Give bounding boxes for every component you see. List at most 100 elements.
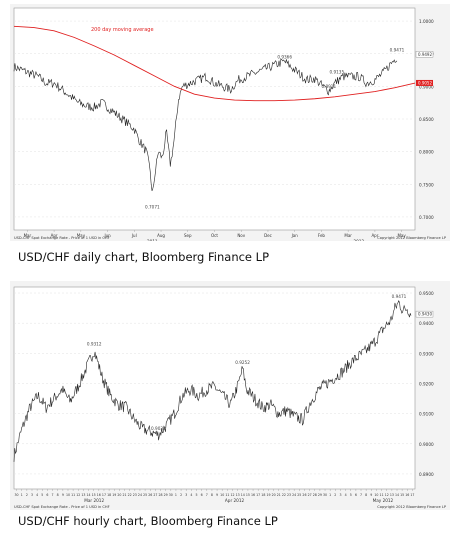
x-tick-label: May <box>397 233 406 238</box>
x-tick-label: 6 <box>46 493 48 497</box>
x-tick-label: 7 <box>360 493 362 497</box>
daily-chart-caption: USD/CHF daily chart, Bloomberg Finance L… <box>18 250 270 264</box>
x-tick-label: 7 <box>52 493 54 497</box>
x-tick-label: 19 <box>112 493 116 497</box>
x-tick-label: 5 <box>195 493 197 497</box>
x-tick-label: 5 <box>350 493 352 497</box>
y-tick-label: 0.8000 <box>419 150 434 155</box>
x-tick-label: 1 <box>175 493 177 497</box>
x-tick-label: 30 <box>323 493 327 497</box>
x-tick-label: 14 <box>241 493 245 497</box>
ma-value-tag <box>416 79 433 86</box>
x-tick-label: 9 <box>62 493 64 497</box>
x-tick-label: Aug <box>157 233 165 238</box>
annotation-label: 0.9366 <box>277 54 292 59</box>
y-axis: 0.9500 0.9400 0.9300 0.9200 0.9100 0.9000 0.89… <box>14 291 434 477</box>
last-price-tag <box>415 310 434 318</box>
x-group-label: Apr 2012 <box>225 498 245 503</box>
x-tick-label: 26 <box>302 493 306 497</box>
x-tick-label: Mar <box>24 233 32 238</box>
y-tick-label: 0.7000 <box>419 215 434 220</box>
x-tick-label: 26 <box>148 493 152 497</box>
annotation-label: 0.9312 <box>87 342 102 347</box>
x-tick-label: Jan <box>291 233 299 238</box>
y-tick-label: 0.9400 <box>419 321 434 326</box>
x-tick-label: Nov <box>237 233 245 238</box>
x-tick-label: 2 <box>26 493 28 497</box>
x-tick-label: 8 <box>211 493 213 497</box>
x-tick-label: 12 <box>385 493 389 497</box>
x-tick-label: 2 <box>334 493 336 497</box>
x-tick-label: 23 <box>287 493 291 497</box>
x-tick-label: 23 <box>133 493 137 497</box>
annotation-label: 0.9471 <box>392 294 407 299</box>
y-tick-label: 0.9200 <box>419 381 434 386</box>
x-tick-label: 16 <box>97 493 101 497</box>
x-tick-label: 11 <box>380 493 384 497</box>
x-tick-label: 8 <box>365 493 367 497</box>
x-group-label: May 2012 <box>373 498 394 503</box>
x-tick-label: 21 <box>123 493 127 497</box>
x-tick-label: 15 <box>400 493 404 497</box>
annotation-label: 0.9471 <box>390 48 405 53</box>
x-tick-label: Jul <box>131 233 137 238</box>
x-tick-label: Apr <box>51 233 58 238</box>
x-tick-label: 25 <box>143 493 147 497</box>
footer-right: Copyright 2012 Bloomberg Finance LP <box>377 505 447 509</box>
last-price-label: 0.9492 <box>418 52 432 57</box>
x-tick-label: 7 <box>206 493 208 497</box>
x-tick-label: 15 <box>92 493 96 497</box>
x-tick-label: 24 <box>292 493 296 497</box>
y-tick-label: 0.9100 <box>419 412 434 417</box>
x-tick-label: 9 <box>370 493 372 497</box>
y-tick-label: 0.9000 <box>419 442 434 447</box>
x-tick-label: 30 <box>15 493 19 497</box>
x-tick-label: 25 <box>297 493 301 497</box>
footer-right: Copyright 2012 Bloomberg Finance LP <box>377 236 447 240</box>
annotation-label: 0.8911 <box>321 84 336 89</box>
x-tick-label: 22 <box>282 493 286 497</box>
x-tick-label: Feb <box>318 233 326 238</box>
x-tick-label: May <box>77 233 86 238</box>
x-tick-label: 3 <box>185 493 187 497</box>
series-line <box>13 299 412 462</box>
annotation-label: 0.9135 <box>329 70 344 75</box>
x-tick-label: 22 <box>128 493 132 497</box>
x-tick-label: Dec <box>264 233 272 238</box>
x-tick-label: 1 <box>329 493 331 497</box>
y-tick-label: 0.8500 <box>419 117 434 122</box>
x-tick-label: Mar <box>344 233 352 238</box>
x-tick-label: 24 <box>138 493 142 497</box>
hourly-chart-panel: 0.9500 0.9400 0.9300 0.9200 0.9100 0.9000 0.89… <box>10 281 450 510</box>
x-tick-label: 30 <box>169 493 173 497</box>
x-tick-label: 10 <box>374 493 378 497</box>
x-tick-label: 16 <box>251 493 255 497</box>
x-tick-label: Apr <box>371 233 378 238</box>
x-tick-label: 4 <box>36 493 38 497</box>
x-tick-label: 29 <box>318 493 322 497</box>
x-tick-label: 16 <box>405 493 409 497</box>
hourly-chart: 0.9500 0.9400 0.9300 0.9200 0.9100 0.9000 0.89… <box>13 286 447 509</box>
x-tick-label: 6 <box>355 493 357 497</box>
x-tick-label: 2 <box>180 493 182 497</box>
x-tick-label: 14 <box>87 493 91 497</box>
x-tick-label: 18 <box>107 493 111 497</box>
x-tick-label: 8 <box>57 493 59 497</box>
x-tick-label: 28 <box>313 493 317 497</box>
x-tick-label: 13 <box>236 493 240 497</box>
plot-area <box>13 286 416 490</box>
series-line <box>13 58 398 192</box>
footer-left: USD-CHF Spot Exchange Rate - Price of 1 … <box>14 236 110 240</box>
x-axis: 30 1 2 3 4 5 6 7 8 9 10 11 12 13 14 15 16 17 18 19 20 21 22 23 2… <box>15 489 414 503</box>
x-tick-label: 17 <box>102 493 106 497</box>
x-tick-label: 28 <box>158 493 162 497</box>
x-tick-label: 17 <box>256 493 260 497</box>
y-tick-label: 0.8900 <box>419 472 434 477</box>
x-tick-label: 29 <box>164 493 168 497</box>
x-group-label: 2011 <box>147 239 158 241</box>
x-tick-label: 4 <box>345 493 347 497</box>
x-tick-label: 12 <box>230 493 234 497</box>
last-price-label: 0.9430 <box>418 312 432 317</box>
x-tick-label: 15 <box>246 493 250 497</box>
annotation-label: 0.7071 <box>145 204 160 209</box>
